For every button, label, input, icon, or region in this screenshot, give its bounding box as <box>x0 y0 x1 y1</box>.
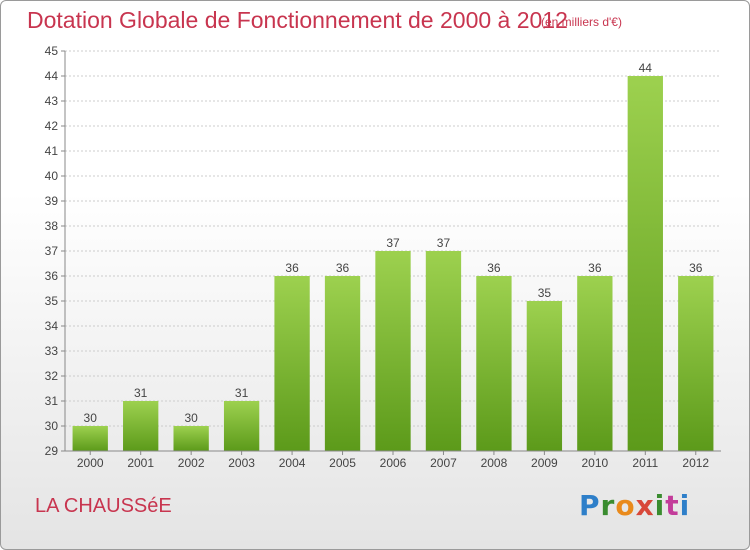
x-tick-label: 2000 <box>77 456 104 470</box>
logo-letter: t <box>665 489 680 522</box>
logo-letter: i <box>654 489 666 522</box>
y-tick-label: 31 <box>45 394 59 408</box>
x-tick-label: 2011 <box>632 456 658 470</box>
y-tick-label: 42 <box>45 119 59 133</box>
x-tick-label: 2005 <box>329 456 356 470</box>
data-label: 44 <box>639 61 653 75</box>
data-label: 30 <box>84 411 98 425</box>
chart-unit-label: (en milliers d'€) <box>541 15 622 29</box>
y-tick-label: 29 <box>45 444 59 458</box>
data-label: 37 <box>386 236 400 250</box>
bar <box>173 426 209 451</box>
logo-letter: x <box>635 489 655 522</box>
data-label: 36 <box>336 261 350 275</box>
y-tick-label: 30 <box>45 419 59 433</box>
y-tick-label: 35 <box>45 294 59 308</box>
bar <box>627 76 663 451</box>
y-tick-label: 43 <box>45 94 59 108</box>
x-tick-label: 2007 <box>430 456 457 470</box>
commune-name: LA CHAUSSéE <box>35 495 172 517</box>
y-tick-label: 44 <box>45 69 59 83</box>
logo-letter: P <box>579 489 601 522</box>
data-label: 36 <box>588 261 602 275</box>
x-tick-label: 2010 <box>581 456 608 470</box>
data-label: 30 <box>184 411 198 425</box>
data-label: 36 <box>285 261 299 275</box>
y-tick-label: 39 <box>45 194 59 208</box>
data-label: 37 <box>437 236 451 250</box>
data-label: 31 <box>134 386 148 400</box>
bar <box>324 276 361 451</box>
bars <box>72 76 714 451</box>
proxiti-logo: Proxiti <box>579 489 690 522</box>
logo-letter: i <box>679 489 691 522</box>
bar <box>223 401 260 451</box>
y-axis-ticks: 29 30 31 32 33 34 35 36 37 38 39 40 41 42 43 44 45 <box>45 44 65 458</box>
y-tick-label: 41 <box>45 144 59 158</box>
x-tick-label: 2002 <box>178 456 205 470</box>
y-tick-label: 40 <box>45 169 59 183</box>
bar <box>577 276 613 451</box>
y-tick-label: 45 <box>45 44 59 58</box>
bar <box>123 401 159 451</box>
bar <box>476 276 512 451</box>
logo-letter: o <box>615 489 636 522</box>
x-tick-label: 2004 <box>279 456 306 470</box>
data-label: 35 <box>538 286 552 300</box>
y-tick-label: 37 <box>45 244 59 258</box>
x-axis-ticks: 2000 2001 2002 2003 2004 2005 2006 2007 2008 2009… <box>77 451 709 470</box>
y-tick-label: 38 <box>45 219 59 233</box>
x-tick-label: 2012 <box>682 456 709 470</box>
y-tick-label: 34 <box>45 319 59 333</box>
y-tick-label: 36 <box>45 269 59 283</box>
bar <box>72 426 108 451</box>
x-tick-label: 2009 <box>531 456 558 470</box>
data-label: 36 <box>689 261 703 275</box>
data-label: 31 <box>235 386 249 400</box>
x-tick-label: 2006 <box>380 456 407 470</box>
bar <box>526 301 563 451</box>
bar <box>678 276 714 451</box>
y-tick-label: 33 <box>45 344 59 358</box>
data-label: 36 <box>487 261 501 275</box>
x-tick-label: 2003 <box>228 456 255 470</box>
y-tick-label: 32 <box>45 369 59 383</box>
chart-title: Dotation Globale de Fonctionnement de 20… <box>27 7 568 33</box>
x-tick-label: 2008 <box>481 456 508 470</box>
bar <box>274 276 310 451</box>
logo-letter: r <box>600 489 616 522</box>
bar <box>425 251 462 451</box>
data-labels: 30 31 30 31 36 36 37 37 36 35 36 44 36 <box>84 61 703 425</box>
bar <box>375 251 411 451</box>
x-tick-label: 2001 <box>127 456 154 470</box>
